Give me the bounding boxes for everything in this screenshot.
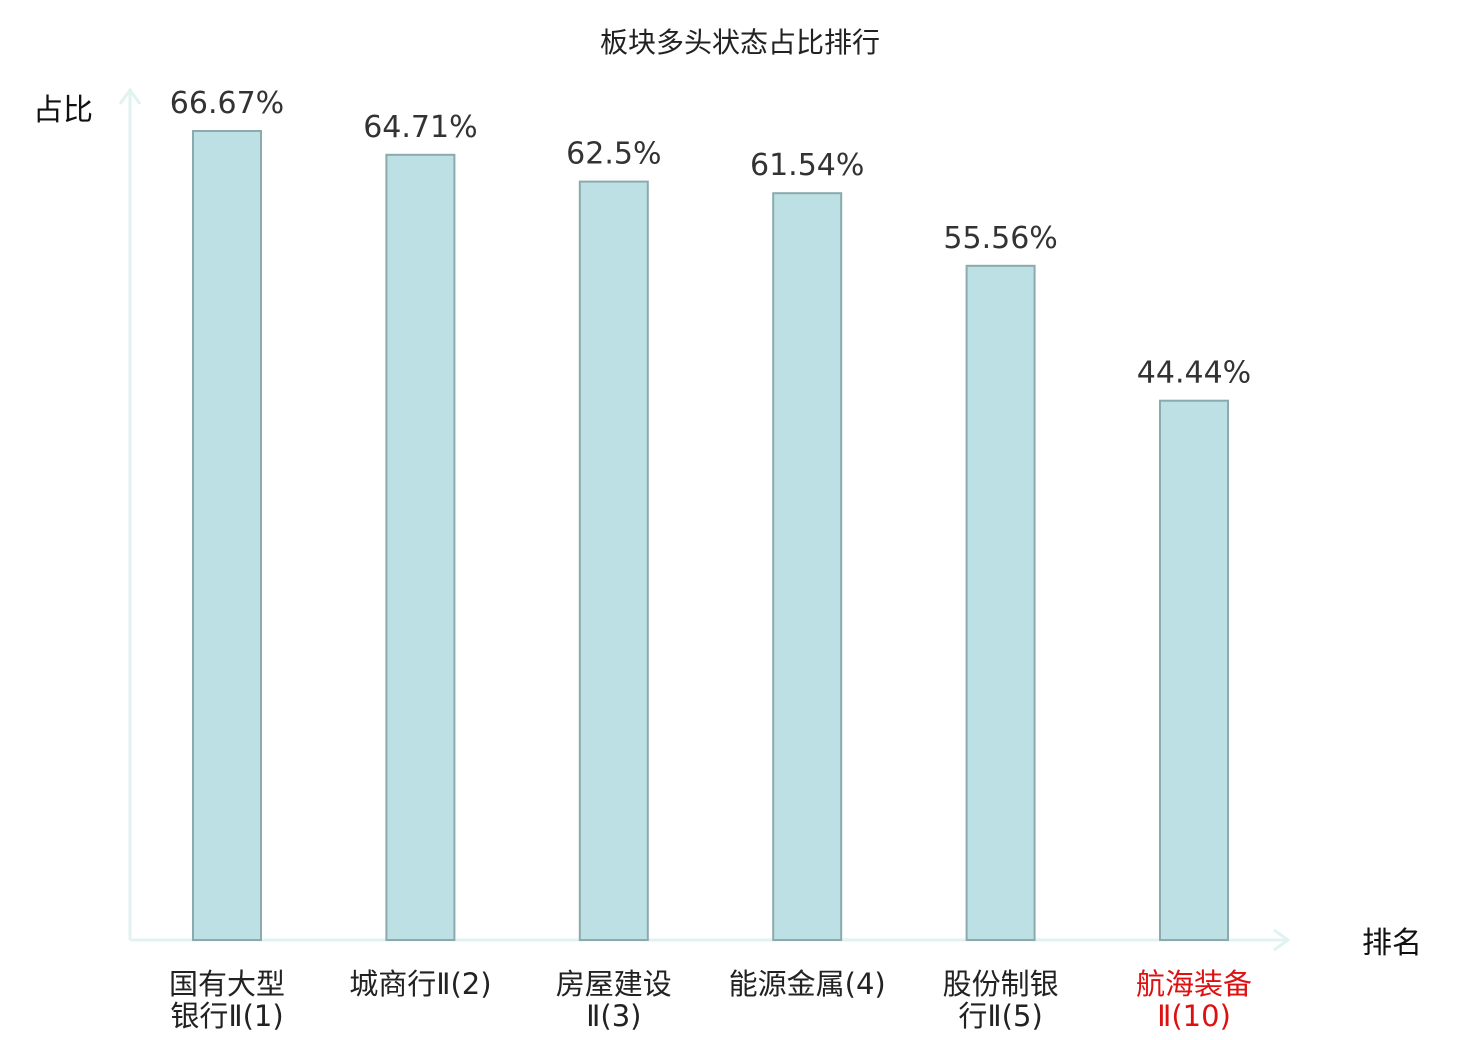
category-tick-label: 国有大型 [169,967,285,1001]
category-tick-label: 房屋建设 [556,967,672,1001]
bar-value-label: 44.44% [1137,356,1251,391]
category-tick-label: Ⅱ(3) [586,999,641,1033]
y-axis [118,87,142,940]
category-tick-label: 城商行Ⅱ(2) [349,967,491,1001]
bar [1159,399,1229,941]
bar-value-label: 64.71% [363,110,477,145]
bar [772,192,843,941]
bar-value-label: 62.5% [566,137,661,172]
category-tick-label: 航海装备 [1136,967,1252,1001]
y-axis-label: 占比 [33,93,93,128]
bar [578,180,649,942]
chart-title: 板块多头状态占比排行 [600,26,880,59]
bar [192,130,262,941]
x-axis [130,928,1291,952]
bar-value-label: 66.67% [170,86,284,121]
bar-value-label: 55.56% [943,221,1057,256]
bar-value-label: 61.54% [750,148,864,183]
category-tick-label: 能源金属(4) [729,967,886,1001]
bar [965,264,1036,941]
category-tick-label: 股份制银 [943,967,1059,1001]
category-tick-label: 行Ⅱ(5) [958,999,1042,1033]
category-tick-label: 银行Ⅱ(1) [170,999,283,1033]
category-tick-label: Ⅱ(10) [1157,999,1231,1033]
bars-group: 66.67%国有大型银行Ⅱ(1)64.71%城商行Ⅱ(2)62.5%房屋建设Ⅱ(… [169,86,1252,1033]
x-axis-label: 排名 [1362,926,1422,961]
bar [385,153,456,942]
